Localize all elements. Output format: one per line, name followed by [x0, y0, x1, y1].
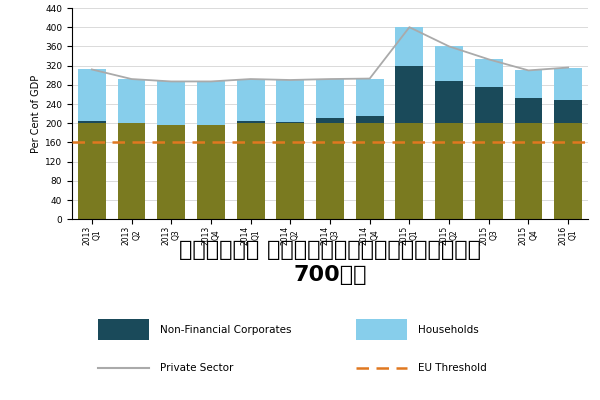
Bar	[237, 121, 265, 123]
Text: 杠杆和保证金 蓝天燃气控股股东蓝天集团解除质押
700万股: 杠杆和保证金 蓝天燃气控股股东蓝天集团解除质押 700万股	[179, 240, 481, 285]
Bar	[277, 122, 304, 123]
Bar	[197, 123, 225, 219]
Bar	[356, 116, 383, 123]
Bar	[316, 79, 344, 118]
Bar	[395, 66, 423, 123]
Bar	[395, 27, 423, 66]
Text: Non-Financial Corporates: Non-Financial Corporates	[160, 325, 291, 335]
Bar	[475, 123, 503, 219]
Bar	[515, 70, 542, 98]
Text: Households: Households	[418, 325, 478, 335]
Bar	[157, 82, 185, 125]
Bar	[157, 123, 185, 219]
Bar	[316, 123, 344, 219]
Bar	[356, 78, 383, 116]
Bar	[157, 123, 185, 125]
Bar	[435, 81, 463, 123]
Bar	[435, 123, 463, 219]
Bar	[515, 123, 542, 219]
Text: Private Sector: Private Sector	[160, 363, 233, 373]
Bar	[435, 46, 463, 81]
Bar	[78, 70, 106, 121]
Bar	[78, 123, 106, 219]
Bar	[475, 87, 503, 123]
Bar	[277, 80, 304, 122]
Bar	[554, 68, 582, 100]
Bar	[356, 123, 383, 219]
Bar	[395, 123, 423, 219]
Bar	[237, 79, 265, 121]
Y-axis label: Per Cent of GDP: Per Cent of GDP	[31, 74, 41, 153]
Bar	[197, 123, 225, 125]
Bar	[78, 121, 106, 123]
Bar	[118, 79, 145, 123]
Bar	[554, 100, 582, 123]
Bar	[118, 123, 145, 219]
Bar	[515, 98, 542, 123]
Text: EU Threshold: EU Threshold	[418, 363, 487, 373]
Bar	[237, 123, 265, 219]
Bar	[277, 123, 304, 219]
Bar	[316, 118, 344, 123]
Bar	[554, 123, 582, 219]
Bar	[475, 59, 503, 87]
Bar	[197, 82, 225, 125]
